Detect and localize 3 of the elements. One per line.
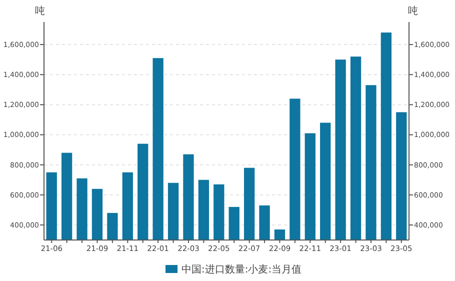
y2-axis-title: 吨 [408,5,418,17]
legend-label: 中国:进口数量:小麦:当月值 [182,264,302,276]
y-axis-title: 吨 [35,5,45,17]
